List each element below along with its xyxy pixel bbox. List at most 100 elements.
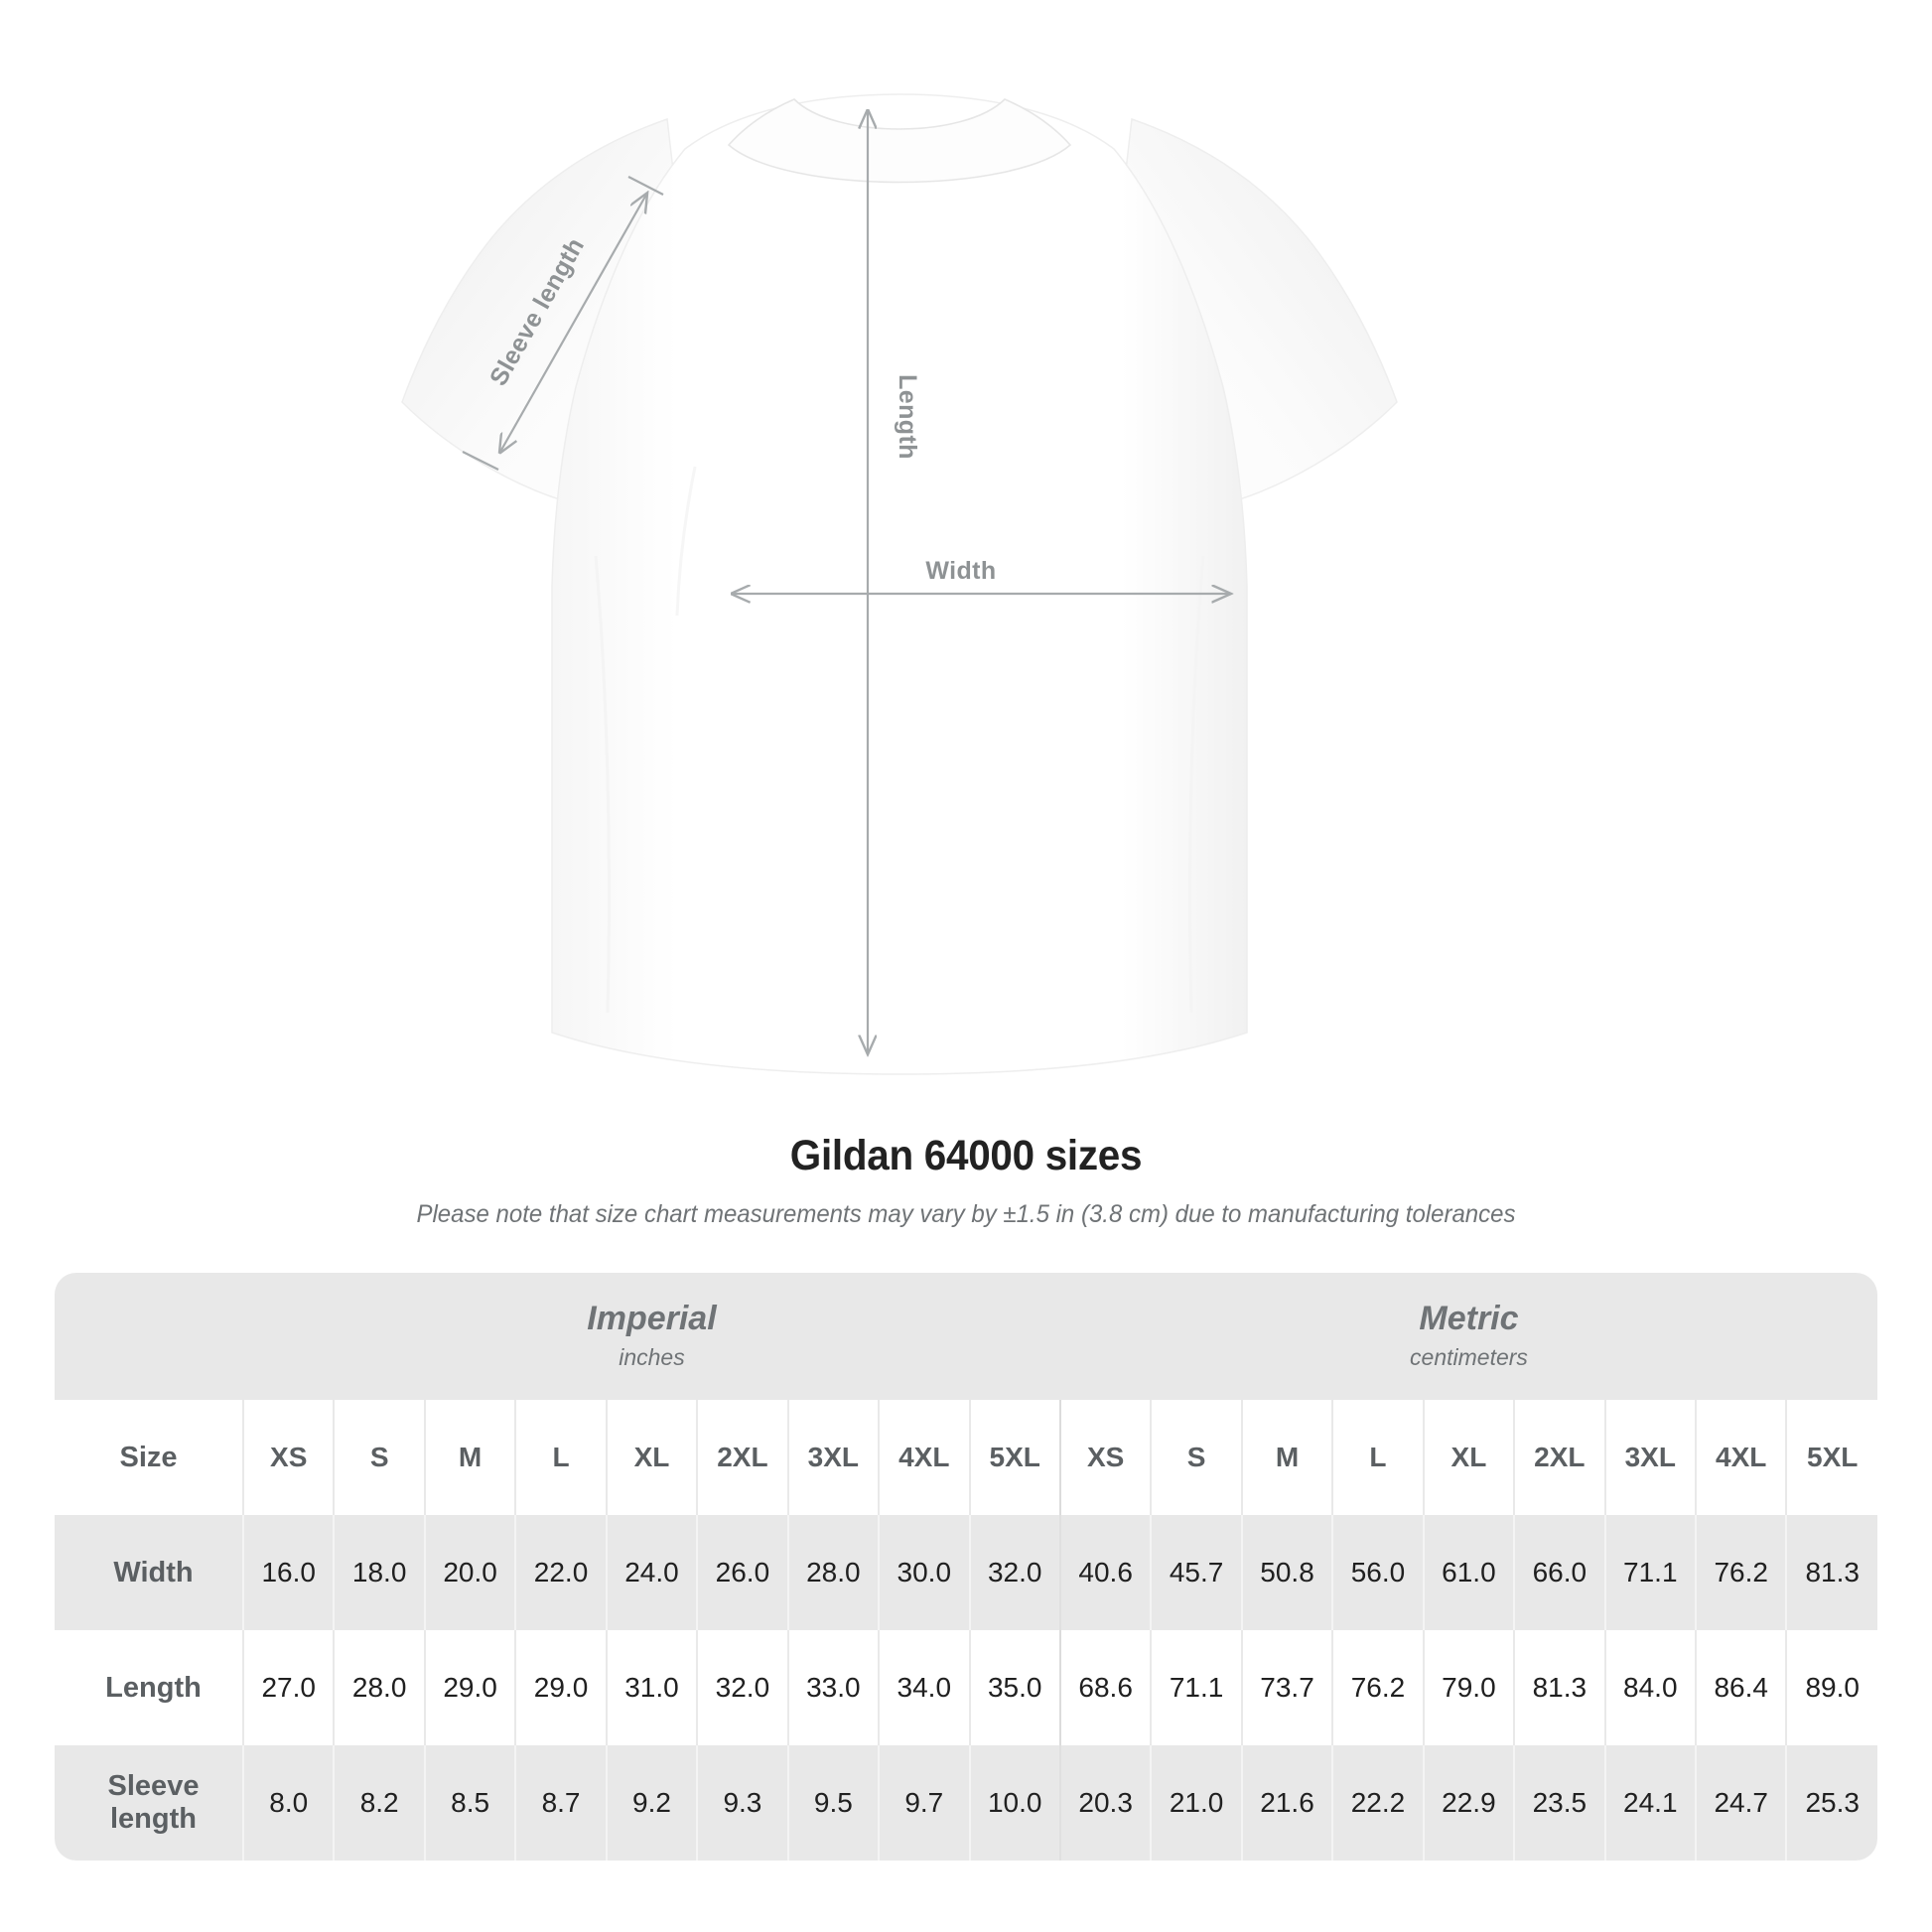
sleeve-imperial-s: 8.2: [333, 1745, 425, 1861]
size-header-metric-l: L: [1331, 1400, 1424, 1515]
size-header-metric-4xl: 4XL: [1694, 1400, 1787, 1515]
unit-group-imperial: Imperial inches: [243, 1273, 1060, 1400]
row-label-length: Length: [55, 1630, 243, 1745]
sleeve-imperial-3xl: 9.5: [786, 1745, 880, 1861]
unit-name-metric: Metric: [1419, 1299, 1519, 1337]
length-metric-2xl: 81.3: [1513, 1630, 1605, 1745]
length-imperial-3xl: 33.0: [786, 1630, 880, 1745]
page-title: Gildan 64000 sizes: [789, 1132, 1143, 1179]
width-metric-4xl: 76.2: [1694, 1515, 1787, 1630]
length-imperial-l: 29.0: [514, 1630, 607, 1745]
length-imperial-xs: 27.0: [241, 1630, 335, 1745]
row-label-width: Width: [55, 1515, 243, 1630]
length-metric-m: 73.7: [1240, 1630, 1333, 1745]
sleeve-metric-m: 21.6: [1240, 1745, 1333, 1861]
unit-name-imperial: Imperial: [587, 1299, 717, 1337]
length-metric-5xl: 89.0: [1785, 1630, 1877, 1745]
page-subtitle: Please note that size chart measurements…: [416, 1200, 1516, 1228]
size-header-metric-5xl: 5XL: [1785, 1400, 1877, 1515]
sleeve-imperial-5xl: 10.0: [968, 1745, 1060, 1861]
width-imperial-m: 20.0: [423, 1515, 516, 1630]
size-header-imperial-xl: XL: [605, 1400, 698, 1515]
width-metric-s: 45.7: [1150, 1515, 1242, 1630]
size-header-imperial-3xl: 3XL: [786, 1400, 880, 1515]
width-metric-xl: 61.0: [1422, 1515, 1515, 1630]
width-metric-5xl: 81.3: [1785, 1515, 1877, 1630]
sleeve-metric-xl: 22.9: [1422, 1745, 1515, 1861]
size-header-imperial-s: S: [333, 1400, 425, 1515]
length-label: Length: [894, 374, 921, 460]
width-metric-l: 56.0: [1331, 1515, 1424, 1630]
shirt-collar: [727, 98, 1072, 184]
sleeve-imperial-xs: 8.0: [241, 1745, 335, 1861]
sleeve-imperial-4xl: 9.7: [878, 1745, 970, 1861]
table-row-sleeve-length: Sleeve length 8.0 8.2 8.5 8.7 9.2 9.3 9.…: [55, 1745, 1877, 1861]
table-row-width: Width 16.0 18.0 20.0 22.0 24.0 26.0 28.0…: [55, 1515, 1877, 1630]
tshirt-diagram: Length Width Sleeve length: [401, 93, 1398, 1075]
size-header-imperial-5xl: 5XL: [968, 1400, 1060, 1515]
length-dimension: Length: [868, 111, 921, 1052]
width-dimension: Width: [733, 557, 1229, 594]
sleeve-arrow: [500, 195, 646, 452]
size-header-metric-2xl: 2XL: [1513, 1400, 1605, 1515]
unit-banner-row: Imperial inches Metric centimeters: [55, 1273, 1877, 1400]
size-header-metric-m: M: [1240, 1400, 1333, 1515]
width-imperial-s: 18.0: [333, 1515, 425, 1630]
size-header-metric-xl: XL: [1422, 1400, 1515, 1515]
size-header-label: Size: [55, 1400, 243, 1515]
width-metric-m: 50.8: [1240, 1515, 1333, 1630]
sleeve-metric-4xl: 24.7: [1694, 1745, 1787, 1861]
length-imperial-xl: 31.0: [605, 1630, 698, 1745]
width-label: Width: [925, 557, 996, 585]
width-imperial-l: 22.0: [514, 1515, 607, 1630]
sleeve-tick-bottom: [462, 451, 499, 471]
size-header-metric-xs: XS: [1058, 1400, 1152, 1515]
length-metric-4xl: 86.4: [1694, 1630, 1787, 1745]
unit-sub-metric: centimeters: [1410, 1344, 1528, 1371]
size-header-metric-s: S: [1150, 1400, 1242, 1515]
sleeve-tick-top: [627, 176, 664, 196]
length-metric-s: 71.1: [1150, 1630, 1242, 1745]
size-header-imperial-2xl: 2XL: [696, 1400, 788, 1515]
sleeve-metric-3xl: 24.1: [1603, 1745, 1696, 1861]
unit-sub-imperial: inches: [619, 1344, 685, 1371]
sleeve-metric-2xl: 23.5: [1513, 1745, 1605, 1861]
length-metric-l: 76.2: [1331, 1630, 1424, 1745]
sleeve-imperial-xl: 9.2: [605, 1745, 698, 1861]
length-imperial-4xl: 34.0: [878, 1630, 970, 1745]
width-imperial-4xl: 30.0: [878, 1515, 970, 1630]
size-header-imperial-m: M: [423, 1400, 516, 1515]
length-imperial-s: 28.0: [333, 1630, 425, 1745]
length-metric-xs: 68.6: [1058, 1630, 1152, 1745]
unit-banner-spacer: [55, 1273, 243, 1400]
size-table-container: Imperial inches Metric centimeters Size …: [55, 1273, 1877, 1861]
tshirt-illustration: [401, 93, 1398, 1075]
length-metric-3xl: 84.0: [1603, 1630, 1696, 1745]
width-imperial-5xl: 32.0: [968, 1515, 1060, 1630]
length-imperial-5xl: 35.0: [968, 1630, 1060, 1745]
sleeve-imperial-m: 8.5: [423, 1745, 516, 1861]
width-imperial-3xl: 28.0: [786, 1515, 880, 1630]
width-imperial-xs: 16.0: [241, 1515, 335, 1630]
size-table: Imperial inches Metric centimeters Size …: [55, 1273, 1877, 1861]
size-header-imperial-xs: XS: [241, 1400, 335, 1515]
sleeve-imperial-l: 8.7: [514, 1745, 607, 1861]
length-imperial-2xl: 32.0: [696, 1630, 788, 1745]
length-imperial-m: 29.0: [423, 1630, 516, 1745]
size-header-imperial-4xl: 4XL: [878, 1400, 970, 1515]
sleeve-metric-5xl: 25.3: [1785, 1745, 1877, 1861]
unit-group-metric: Metric centimeters: [1059, 1273, 1877, 1400]
width-metric-2xl: 66.0: [1513, 1515, 1605, 1630]
row-label-sleeve-length: Sleeve length: [55, 1745, 243, 1861]
size-header-row: Size XS S M L XL 2XL 3XL 4XL 5XL XS S M …: [55, 1400, 1877, 1515]
length-metric-xl: 79.0: [1422, 1630, 1515, 1745]
width-imperial-2xl: 26.0: [696, 1515, 788, 1630]
sleeve-metric-xs: 20.3: [1058, 1745, 1152, 1861]
width-imperial-xl: 24.0: [605, 1515, 698, 1630]
size-header-metric-3xl: 3XL: [1603, 1400, 1696, 1515]
size-header-imperial-l: L: [514, 1400, 607, 1515]
sleeve-imperial-2xl: 9.3: [696, 1745, 788, 1861]
table-row-length: Length 27.0 28.0 29.0 29.0 31.0 32.0 33.…: [55, 1630, 1877, 1745]
title-block: Gildan 64000 sizes Please note that size…: [0, 1132, 1932, 1229]
